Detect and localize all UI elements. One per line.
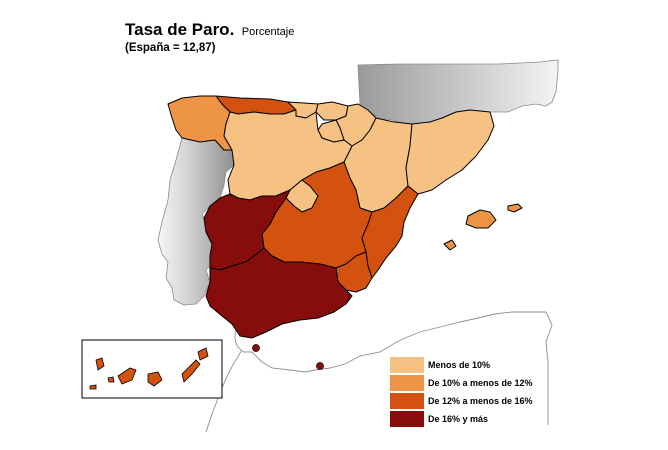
- legend-label: Menos de 10%: [428, 360, 491, 370]
- map-unit: Porcentaje: [241, 26, 295, 38]
- title-block: Tasa de Paro. Porcentaje (España = 12,87…: [125, 20, 294, 54]
- marker-melilla: [316, 362, 324, 370]
- region-cataluna: [405, 109, 495, 195]
- spain-regions: [167, 95, 523, 339]
- legend-label: De 12% a menos de 16%: [428, 396, 533, 406]
- island-gran-canaria: [147, 371, 163, 387]
- canarias-inset-frame: [81, 339, 223, 399]
- marker-ceuta: [252, 344, 260, 352]
- legend-swatch: [390, 375, 424, 391]
- island-la-palma: [95, 357, 105, 371]
- legend-item: De 16% y más: [390, 410, 550, 428]
- map-subtitle: (España = 12,87): [125, 42, 216, 54]
- region-menorca: [507, 203, 523, 213]
- island-la-gomera: [107, 376, 115, 383]
- canarias-islands: [89, 347, 209, 390]
- island-el-hierro: [89, 384, 97, 390]
- legend-swatch: [390, 357, 424, 373]
- map-title: Tasa de Paro.: [125, 20, 235, 39]
- legend-item: De 12% a menos de 16%: [390, 392, 550, 410]
- legend-swatch: [390, 393, 424, 409]
- legend-item: De 10% a menos de 12%: [390, 374, 550, 392]
- region-comunidad-valenciana: [361, 185, 419, 279]
- legend: Menos de 10% De 10% a menos de 12% De 12…: [390, 356, 550, 428]
- africa-border: [545, 311, 553, 425]
- region-andalucia: [205, 247, 353, 339]
- region-ibiza: [443, 239, 457, 251]
- legend-swatch: [390, 411, 424, 427]
- island-tenerife: [117, 367, 137, 385]
- legend-label: De 10% a menos de 12%: [428, 378, 533, 388]
- title-line: Tasa de Paro. Porcentaje: [125, 20, 294, 40]
- france-shape: [357, 59, 559, 125]
- legend-label: De 16% y más: [428, 414, 489, 424]
- island-fuerteventura: [181, 359, 201, 383]
- region-mallorca: [465, 209, 497, 229]
- island-lanzarote: [197, 347, 209, 361]
- legend-item: Menos de 10%: [390, 356, 550, 374]
